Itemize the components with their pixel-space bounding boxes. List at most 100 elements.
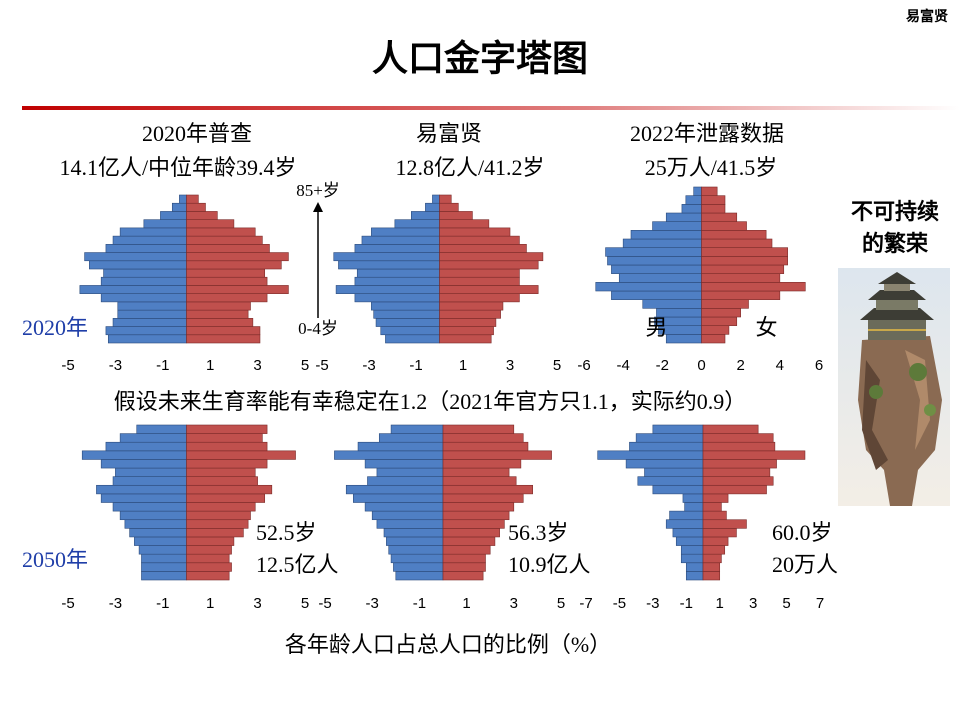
bar [702, 476, 774, 486]
bar [186, 293, 268, 303]
bar [702, 493, 729, 503]
bar [701, 195, 726, 205]
bar [665, 519, 704, 529]
bar [442, 536, 496, 546]
bar [186, 502, 256, 512]
bar [129, 528, 187, 538]
bar [117, 301, 187, 311]
x-tick-label: 2 [736, 357, 744, 374]
annotation: 52.5岁 [256, 520, 317, 545]
bar [439, 211, 473, 220]
x-tick-label: -3 [109, 357, 122, 374]
bar [136, 424, 187, 434]
bar [361, 235, 440, 245]
x-axis-label: 各年龄人口占总人口的比例（%） [285, 632, 611, 657]
bar [105, 441, 187, 452]
bar [186, 318, 254, 327]
x-tick-label: -7 [579, 595, 592, 612]
bar [701, 204, 726, 214]
bar [371, 510, 444, 521]
bar [432, 194, 440, 204]
x-tick-label: -5 [61, 595, 74, 612]
bar [115, 467, 187, 477]
middle-note: 假设未来生育率能有幸稳定在1.2（2021年官方只1.1，实际约0.9） [114, 389, 747, 414]
x-tick-label: -1 [413, 595, 426, 612]
x-tick-label: 5 [782, 595, 790, 612]
bar [442, 467, 510, 477]
bar [442, 424, 515, 434]
bar [439, 276, 520, 286]
bar [607, 256, 702, 266]
bar [335, 285, 440, 294]
x-tick-label: -5 [318, 595, 331, 612]
bar [425, 202, 440, 212]
bar [702, 484, 767, 495]
x-tick-label: 3 [506, 357, 514, 374]
bar [186, 285, 289, 294]
bar [701, 230, 767, 240]
bar [186, 528, 244, 538]
bar [186, 326, 261, 336]
bar [680, 553, 704, 564]
x-tick-label: 3 [510, 595, 518, 612]
annotation: 60.0岁 [772, 520, 833, 545]
bar [669, 510, 704, 521]
x-tick-label: -2 [656, 357, 669, 374]
x-tick-label: 3 [749, 595, 757, 612]
bar [186, 553, 230, 564]
bar [439, 318, 497, 327]
bar [630, 230, 702, 240]
bar [179, 194, 187, 204]
bar [100, 293, 187, 303]
bar [439, 268, 520, 278]
x-tick-label: -5 [315, 357, 328, 374]
title-rule [22, 106, 960, 110]
bar [618, 273, 702, 283]
bar [442, 493, 524, 503]
bar [702, 545, 726, 555]
bar [701, 247, 788, 257]
bar [439, 326, 494, 336]
bar [186, 493, 266, 503]
bar [622, 238, 702, 248]
bar [442, 459, 522, 469]
bar [693, 186, 702, 196]
bar [89, 260, 187, 270]
x-tick-label: -1 [156, 595, 169, 612]
x-tick-label: 1 [206, 357, 214, 374]
bar [672, 528, 704, 538]
legend-label: 男 [645, 315, 667, 340]
bar [171, 202, 187, 212]
bar [84, 252, 187, 262]
bar [112, 502, 187, 512]
bar [134, 536, 187, 546]
bar [702, 459, 777, 469]
x-tick-label: 3 [253, 595, 261, 612]
x-tick-label: -4 [616, 357, 629, 374]
bar [105, 244, 187, 253]
bar [186, 202, 206, 212]
bar [186, 219, 235, 229]
bar [186, 424, 268, 434]
bar [439, 194, 452, 204]
bar [390, 424, 444, 434]
bar [702, 467, 771, 477]
bar [119, 433, 187, 443]
bar [103, 268, 187, 278]
bar [96, 484, 187, 495]
x-tick-label: -5 [61, 357, 74, 374]
bar [702, 450, 806, 460]
bar [439, 301, 504, 311]
x-tick-label: -1 [409, 357, 422, 374]
bar [186, 484, 273, 495]
bar [442, 545, 491, 555]
bar [442, 519, 505, 529]
legend-label: 女 [755, 315, 777, 340]
bar [439, 334, 492, 344]
bar [442, 484, 533, 495]
side-note: 的繁荣 [862, 231, 928, 256]
bar [186, 260, 282, 270]
bar [665, 334, 702, 344]
bar [380, 326, 440, 336]
